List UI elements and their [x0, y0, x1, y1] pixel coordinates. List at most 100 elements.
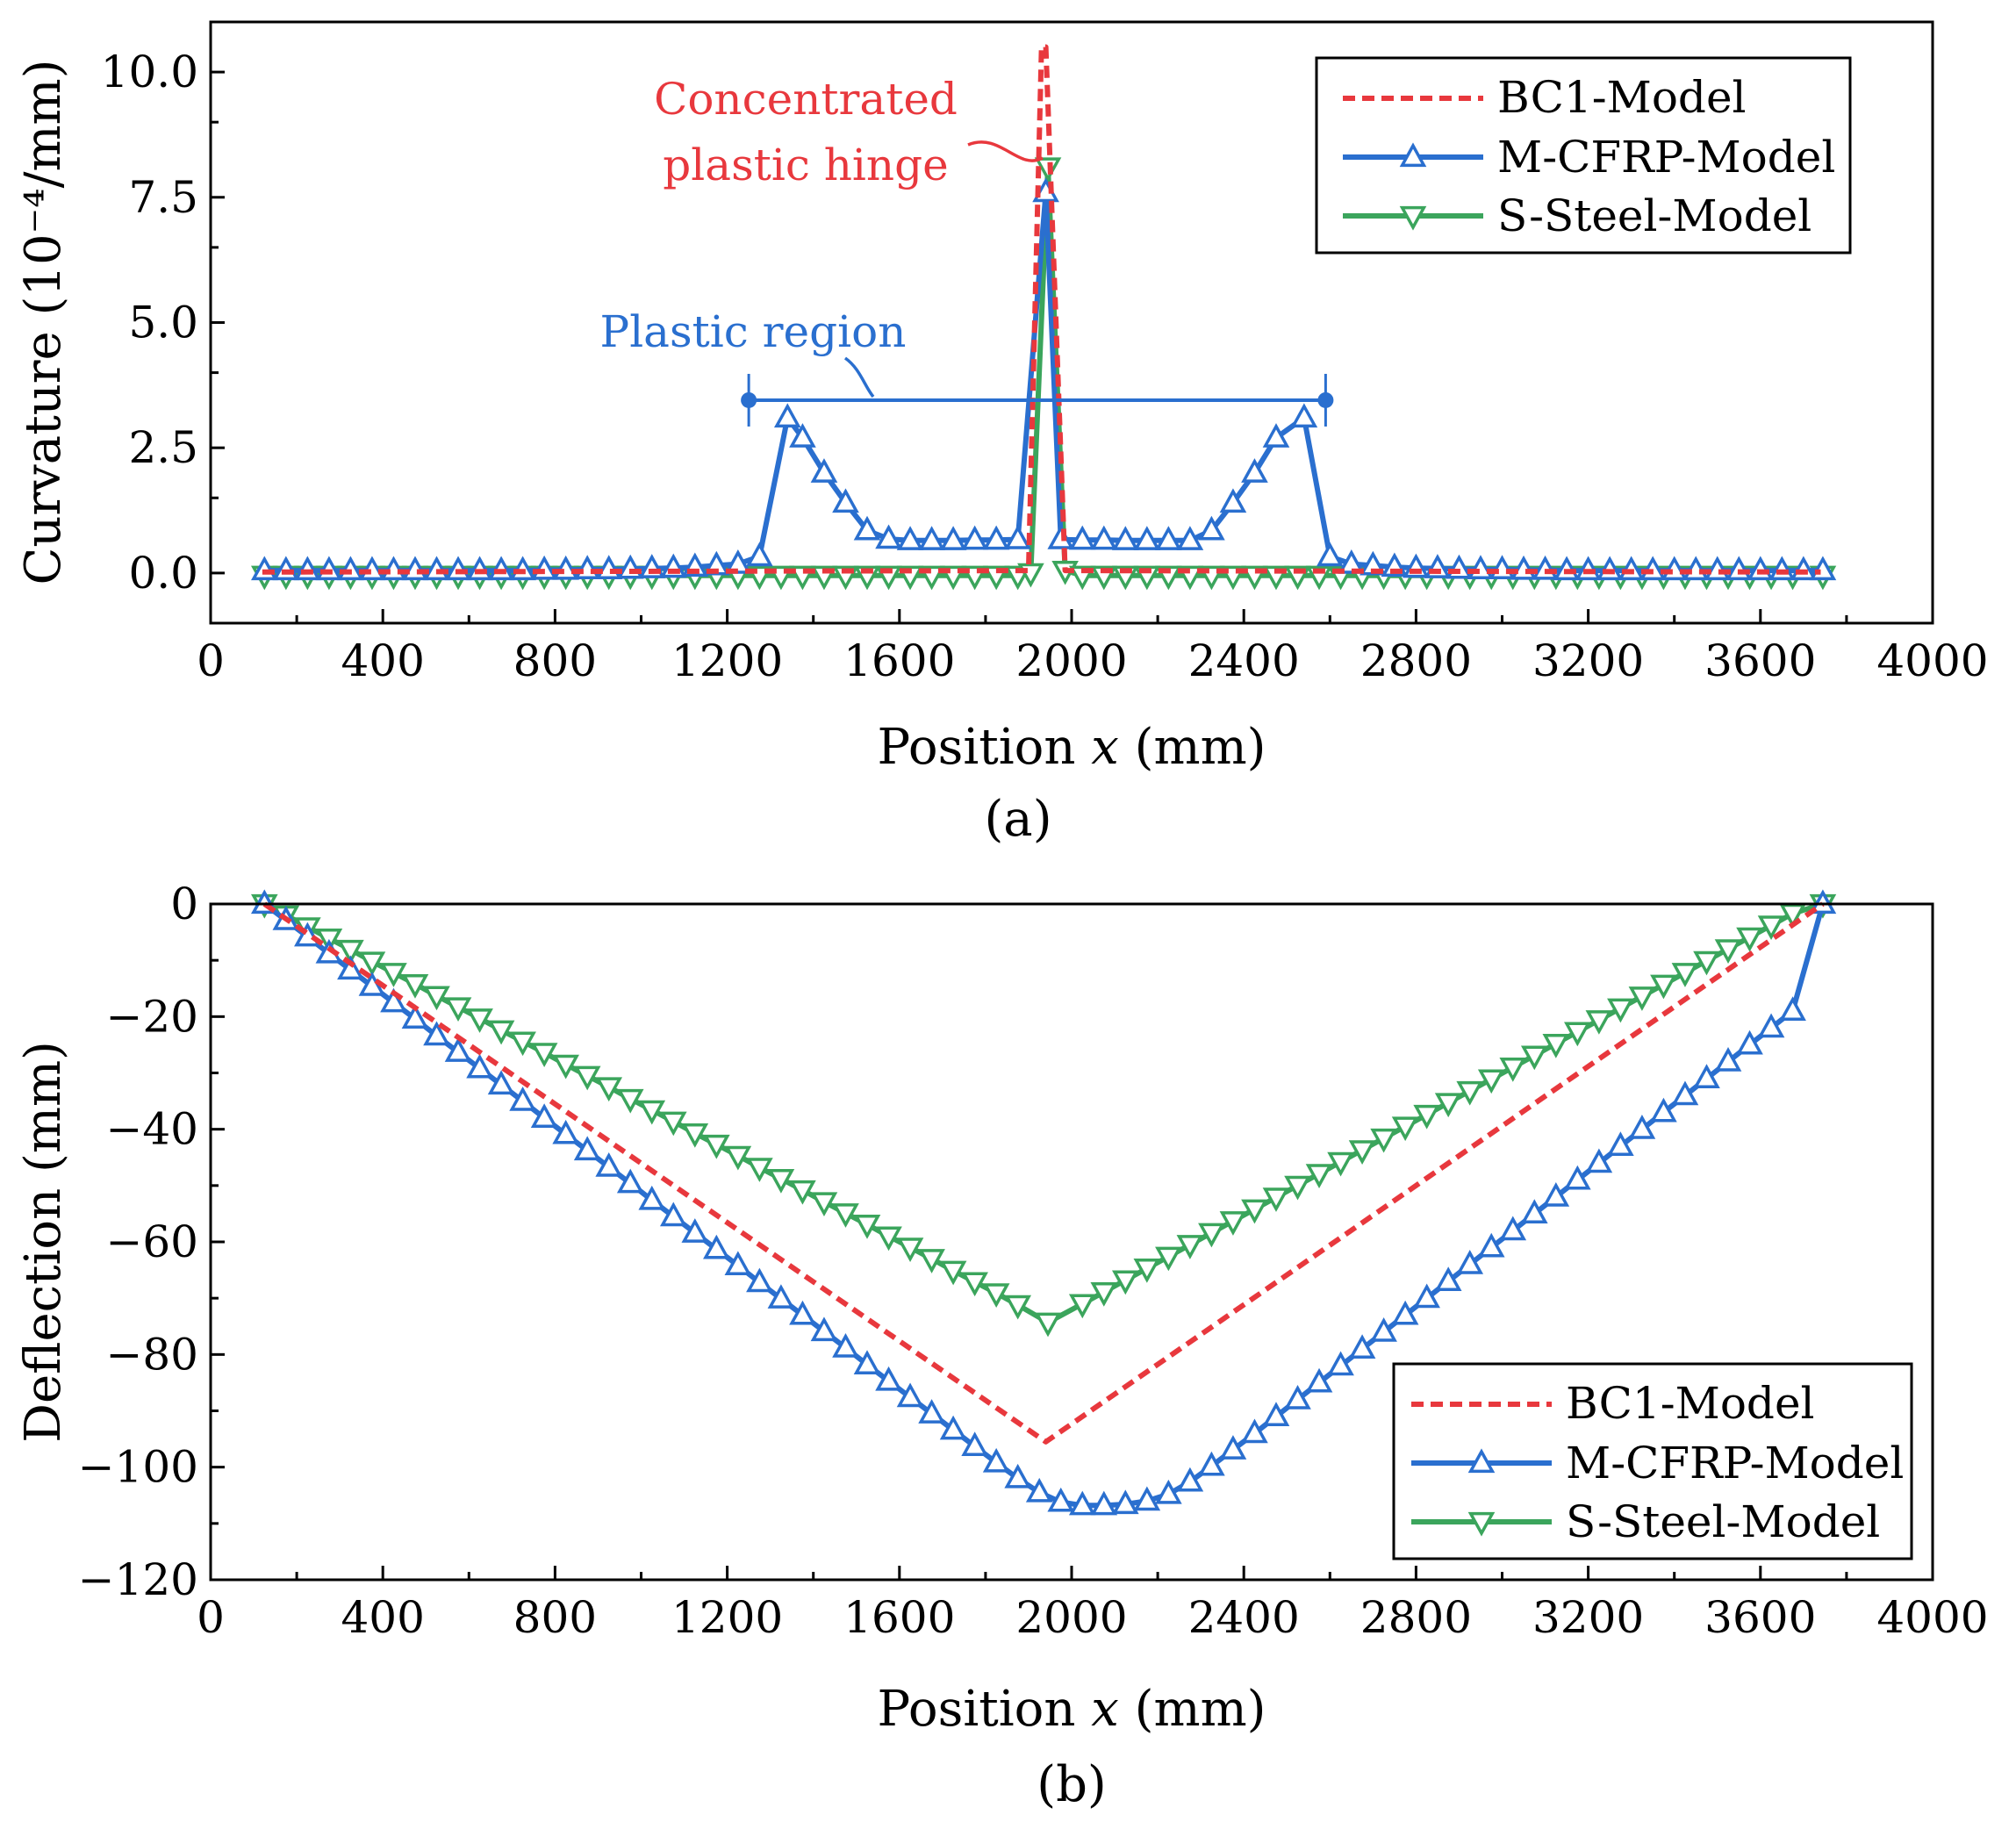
a-m-cfrp-model-point-49: [1316, 542, 1344, 567]
hinge-annotation-line1: Concentrated: [654, 74, 958, 125]
b-s-steel-model-point-67: [1714, 939, 1742, 964]
b-s-steel-model-point-11: [487, 1020, 515, 1045]
b-s-steel-model-line: [262, 901, 1824, 1325]
a-y-tick-label-1: 2.5: [128, 422, 198, 473]
b-m-cfrp-model-point-48: [1284, 1385, 1311, 1410]
b-s-steel-model-point-60: [1564, 1022, 1591, 1047]
b-m-cfrp-model-point-6: [380, 987, 407, 1013]
a-y-tick-label-3: 7.5: [128, 172, 198, 223]
b-s-steel-model-point-15: [573, 1065, 601, 1091]
b-m-cfrp-model-point-70: [1757, 1013, 1785, 1038]
a-series-layer: [250, 44, 1837, 591]
b-m-cfrp-model-point-13: [530, 1103, 558, 1128]
a-m-cfrp-model-point-43: [1176, 526, 1204, 550]
b-m-cfrp-model-point-72: [1809, 889, 1837, 915]
a-legend-ssteel-label: S-Steel-Model: [1497, 190, 1812, 241]
a-legend-mcfrp-label: M-CFRP-Model: [1497, 132, 1835, 183]
b-s-steel-model-point-68: [1736, 927, 1763, 952]
b-s-steel-model-point-59: [1542, 1034, 1570, 1058]
b-m-cfrp-model-point-16: [595, 1152, 623, 1177]
b-m-cfrp-model-point-55: [1434, 1266, 1462, 1292]
b-bc1-model-line: [262, 901, 1825, 1445]
b-s-steel-model-point-48: [1305, 1164, 1333, 1188]
b-s-steel-model-point-62: [1607, 998, 1634, 1023]
b-s-steel-model-point-65: [1671, 963, 1699, 987]
b-m-cfrp-model-point-30: [896, 1382, 924, 1408]
a-y-axis-title: Curvature (10⁻⁴/mm): [15, 59, 72, 585]
b-s-steel-model-point-28: [853, 1214, 881, 1239]
b-s-steel-model-point-58: [1520, 1045, 1548, 1071]
b-m-cfrp-model-point-32: [939, 1415, 967, 1440]
b-ticks-layer: [209, 902, 1934, 1582]
b-s-steel-model-point-51: [1370, 1128, 1397, 1153]
b-s-steel-model-point-10: [466, 1008, 493, 1033]
b-s-steel-model-point-4: [337, 939, 364, 965]
b-s-steel-model-point-36: [1034, 1312, 1062, 1338]
b-m-cfrp-model-point-52: [1370, 1317, 1397, 1342]
b-s-steel-model-point-70: [1779, 903, 1806, 929]
panel-b-deflection: 0 400 800 1200 1600 2000 2400 2800 3200 3600 4000 0…: [15, 879, 1989, 1813]
a-m-cfrp-model-point-35: [1004, 525, 1032, 549]
b-m-cfrp-model-point-29: [875, 1366, 902, 1391]
b-s-steel-model-point-22: [724, 1145, 752, 1171]
b-s-steel-model-point-53: [1413, 1104, 1440, 1130]
b-m-cfrp-model-point-65: [1650, 1097, 1677, 1123]
b-m-cfrp-model-point-42: [1155, 1479, 1182, 1504]
b-legend-mcfrp-label: M-CFRP-Model: [1566, 1438, 1904, 1488]
b-m-cfrp-model-point-34: [982, 1447, 1010, 1473]
b-legend-bc1-label: BC1-Model: [1566, 1378, 1815, 1429]
b-m-cfrp-model-point-60: [1542, 1182, 1570, 1207]
b-m-cfrp-model-point-61: [1564, 1165, 1591, 1190]
b-m-cfrp-model-point-14: [552, 1119, 579, 1144]
b-s-steel-model-point-21: [703, 1134, 730, 1159]
a-m-cfrp-model-point-32: [939, 526, 967, 550]
b-m-cfrp-model-point-36: [1025, 1477, 1053, 1503]
b-m-cfrp-model-point-51: [1348, 1334, 1376, 1359]
a-x-tick-label-5: 2000: [1015, 635, 1127, 686]
a-x-tick-label-0: 0: [197, 635, 225, 686]
b-legend-mcfrp-marker: [1467, 1448, 1496, 1474]
b-s-steel-model-point-43: [1198, 1223, 1225, 1248]
b-m-cfrp-model-point-59: [1520, 1199, 1548, 1224]
a-tick-labels: 0 400 800 1200 1600 2000 2400 2800 3200 3600 4000 0…: [101, 47, 1989, 686]
a-legend-mcfrp-marker: [1399, 142, 1427, 168]
b-s-steel-model-point-50: [1348, 1140, 1376, 1166]
a-bc1-model-line: [262, 44, 1821, 575]
b-y-tick-label-5: −100: [78, 1442, 198, 1493]
b-s-steel-model-point-56: [1477, 1069, 1505, 1094]
a-ticks-layer: [209, 70, 1934, 623]
b-m-cfrp-model-point-45: [1219, 1435, 1247, 1460]
b-m-cfrp-model-point-69: [1736, 1029, 1763, 1055]
b-x-tick-label-8: 3200: [1532, 1592, 1644, 1643]
b-s-steel-model-point-33: [961, 1272, 988, 1297]
a-y-tick-label-0: 0.0: [128, 548, 198, 599]
a-m-cfrp-model-point-24: [773, 403, 801, 428]
b-s-steel-model-point-26: [810, 1192, 838, 1217]
b-s-steel-model-point-31: [918, 1249, 945, 1273]
a-m-cfrp-model-point-28: [853, 515, 881, 541]
b-m-cfrp-model-point-44: [1198, 1451, 1225, 1476]
b-m-cfrp-model-point-38: [1068, 1490, 1096, 1516]
a-m-cfrp-model-point-47: [1262, 423, 1290, 448]
b-s-steel-model-point-19: [659, 1111, 687, 1137]
a-legend-mcfrp-triangle: [1399, 142, 1427, 168]
a-x-tick-label-4: 1600: [843, 635, 955, 686]
b-s-steel-model-point-32: [939, 1260, 967, 1286]
b-m-cfrp-model-point-49: [1305, 1367, 1333, 1393]
plastic-region-end-dot-1: [1317, 391, 1334, 408]
b-s-steel-model-point-54: [1434, 1093, 1462, 1118]
b-y-axis-title: Deflection (mm): [15, 1041, 72, 1443]
b-m-cfrp-model-point-71: [1779, 996, 1806, 1022]
b-m-cfrp-model-point-39: [1090, 1490, 1118, 1516]
a-m-cfrp-model-point-34: [982, 525, 1010, 550]
b-legend: BC1-Model M-CFRP-Model S-Steel-Model: [1392, 1362, 1913, 1560]
b-y-tick-label-0: 0: [170, 879, 198, 929]
a-m-cfrp-model-point-48: [1290, 403, 1318, 428]
a-x-tick-label-3: 1200: [671, 635, 783, 686]
b-m-cfrp-model-point-67: [1693, 1064, 1720, 1089]
a-m-cfrp-model-point-27: [832, 488, 859, 513]
b-s-steel-model-point-38: [1090, 1281, 1118, 1307]
b-m-cfrp-model-point-15: [573, 1136, 601, 1161]
b-m-cfrp-model-point-37: [1047, 1487, 1075, 1512]
a-legend-bc1-label: BC1-Model: [1497, 72, 1747, 123]
